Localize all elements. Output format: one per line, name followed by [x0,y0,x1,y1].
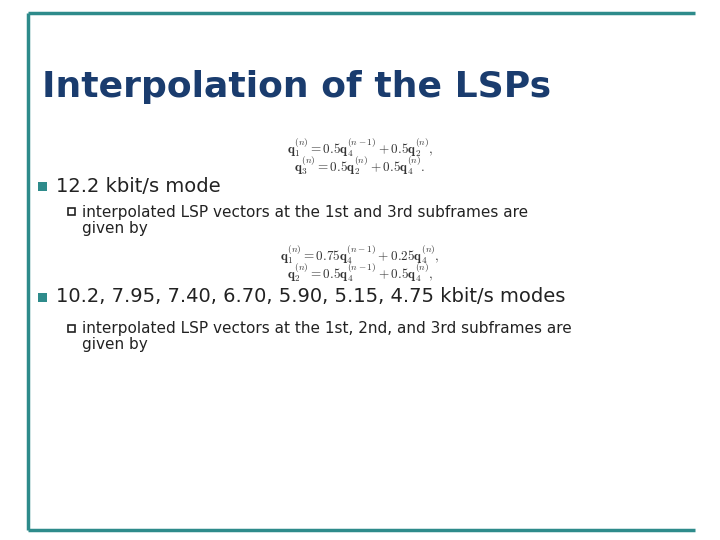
Bar [38,182,47,191]
Bar [68,325,75,332]
Bar [68,208,75,215]
Text: $\mathbf{q}_1^{(n)} = 0.75\mathbf{q}_4^{(n-1)} + 0.25\mathbf{q}_4^{(n)},$: $\mathbf{q}_1^{(n)} = 0.75\mathbf{q}_4^{… [280,244,440,266]
Text: interpolated LSP vectors at the 1st and 3rd subframes are: interpolated LSP vectors at the 1st and … [82,205,528,219]
Text: 10.2, 7.95, 7.40, 6.70, 5.90, 5.15, 4.75 kbit/s modes: 10.2, 7.95, 7.40, 6.70, 5.90, 5.15, 4.75… [56,287,565,307]
Text: interpolated LSP vectors at the 1st, 2nd, and 3rd subframes are: interpolated LSP vectors at the 1st, 2nd… [82,321,572,335]
Bar [38,293,47,302]
Text: 12.2 kbit/s mode: 12.2 kbit/s mode [56,178,220,197]
Text: $\mathbf{q}_1^{(n)} = 0.5\mathbf{q}_4^{(n-1)} + 0.5\mathbf{q}_2^{(n)},$: $\mathbf{q}_1^{(n)} = 0.5\mathbf{q}_4^{(… [287,137,433,159]
Text: given by: given by [82,220,148,235]
Text: $\mathbf{q}_3^{(n)} = 0.5\mathbf{q}_2^{(n)} + 0.5\mathbf{q}_4^{(n)}.$: $\mathbf{q}_3^{(n)} = 0.5\mathbf{q}_2^{(… [294,155,426,177]
Text: Interpolation of the LSPs: Interpolation of the LSPs [42,70,551,104]
Text: $\mathbf{q}_2^{(n)} = 0.5\mathbf{q}_4^{(n-1)} + 0.5\mathbf{q}_4^{(n)},$: $\mathbf{q}_2^{(n)} = 0.5\mathbf{q}_4^{(… [287,262,433,284]
Text: given by: given by [82,336,148,352]
